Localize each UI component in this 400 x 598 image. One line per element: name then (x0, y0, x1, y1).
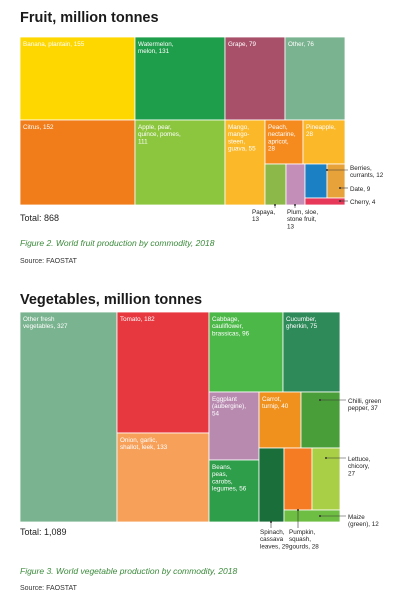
fruit-label-watermelon-melon: Watermelon, melon, 131 (138, 41, 174, 55)
fruit-tile-other (284, 36, 346, 121)
fruit-figure-caption: Figure 2. World fruit production by comm… (20, 238, 215, 248)
veg-figure-caption: Figure 3. World vegetable production by … (20, 566, 238, 576)
fruit-label-grape: Grape, 79 (228, 41, 257, 48)
fruit-tile-mango-mangosteen-guava (224, 119, 266, 206)
fruit-tile-grape (224, 36, 286, 121)
veg-label-cucumber-gherkin: Cucumber, gherkin, 75 (286, 316, 318, 330)
vegetable-treemap: Other fresh vegetables, 327 Tomato, 182 Oni… (19, 311, 382, 550)
veg-callout-chilli-green-pepper: Chilli, green pepper, 37 (348, 398, 382, 412)
veg-label-other-fresh-vegetables: Other fresh vegetables, 327 (23, 316, 68, 330)
fruit-callout-date: Date, 9 (350, 186, 371, 193)
veg-chart-title: Vegetables, million tonnes (20, 292, 203, 308)
fruit-tile-date (326, 163, 346, 199)
fruit-treemap: Banana, plantain, 155 Watermelon, melon, 1… (19, 36, 384, 230)
fruit-leader-dot-cherry (339, 200, 341, 202)
veg-tile-eggplant-aubergine (208, 391, 260, 461)
fruit-tile-pineapple (302, 119, 346, 165)
veg-tile-spinach-cassava-leaves (258, 447, 285, 523)
fruit-tile-berries-currants (304, 163, 328, 199)
veg-label-cabbage-cauliflower-brassicas: Cabbage, cauliflower, brassicas, 96 (212, 316, 250, 337)
veg-callout-spinach-cassava-leaves: Spinach, cassava leaves, 29 (260, 529, 289, 550)
fruit-tile-papaya (264, 163, 287, 206)
fruit-chart-title: Fruit, million tonnes (20, 10, 159, 26)
fruit-label-citrus: Citrus, 152 (23, 124, 54, 131)
veg-tile-other-fresh-vegetables (19, 311, 118, 523)
veg-tile-carrot-turnip (258, 391, 302, 449)
veg-total: Total: 1,089 (20, 527, 67, 537)
veg-callout-lettuce-chicory: Lettuce, chicory, 27 (348, 456, 371, 477)
fruit-leader-dot-date (339, 187, 341, 189)
veg-label-eggplant-aubergine: Eggplant (aubergine), 54 (212, 396, 246, 417)
veg-callout-maize-green: Maize (green), 12 (348, 514, 379, 528)
fruit-label-banana-plantain: Banana, plantain, 155 (23, 41, 85, 48)
fruit-label-other: Other, 76 (288, 41, 314, 48)
veg-leader-dot-maize-green (319, 515, 321, 517)
fruit-tile-peach-nectarine-apricot (264, 119, 304, 165)
veg-label-onion-garlic-shallot-leek: Onion, garlic, shallot, leek, 133 (120, 437, 168, 451)
veg-tile-cabbage-cauliflower-brassicas (208, 311, 284, 393)
veg-tile-pumpkin-squash-gourds (283, 447, 313, 511)
veg-callout-pumpkin-squash-gourds: Pumpkin, squash, gourds, 28 (289, 529, 319, 550)
veg-tile-cucumber-gherkin (282, 311, 341, 393)
veg-tile-onion-garlic-shallot-leek (116, 432, 210, 523)
fruit-callout-papaya: Papaya, 13 (252, 209, 275, 223)
fruit-source: Source: FAOSTAT (20, 258, 77, 265)
veg-label-beans-peas-carobs-legumes: Beans, peas, carobs, legumes, 56 (212, 464, 247, 493)
fruit-callout-berries-currants: Berries, currants, 12 (350, 165, 384, 179)
veg-tile-tomato (116, 311, 210, 434)
fruit-tile-plum-sloe-stone-fruit (285, 163, 306, 206)
fruit-leader-dot-berries-currants (326, 169, 328, 171)
fruit-label-mango-mangosteen-guava: Mango, mango-steen, guava, 55 (228, 124, 256, 153)
fruit-tile-banana-plantain (19, 36, 136, 121)
fruit-callout-plum-sloe-stone-fruit: Plum, sloe, stone fruit, 13 (287, 209, 318, 230)
fruit-leader-dot-plum-sloe-stone-fruit (294, 204, 296, 206)
veg-leader-dot-lettuce-chicory (325, 457, 327, 459)
fruit-tile-apple-pear-quince-pomes (134, 119, 226, 206)
veg-leader-dot-spinach-cassava-leaves (270, 521, 272, 523)
veg-leader-dot-chilli-green-pepper (319, 399, 321, 401)
veg-tile-beans-peas-carobs-legumes (208, 459, 260, 523)
fruit-label-pineapple: Pineapple, 28 (306, 124, 336, 138)
fruit-total: Total: 868 (20, 213, 60, 223)
fruit-label-peach-nectarine-apricot: Peach, nectarine, apricot, 28 (268, 124, 296, 153)
veg-label-carrot-turnip: Carrot, turnip, 40 (262, 396, 289, 410)
fruit-leader-dot-papaya (274, 204, 276, 206)
fruit-callout-cherry: Cherry, 4 (350, 199, 376, 206)
fruit-tile-citrus (19, 119, 136, 206)
fruit-label-apple-pear-quince-pomes: Apple, pear, quince, pomes, 111 (138, 124, 181, 145)
veg-label-tomato: Tomato, 182 (120, 316, 155, 323)
veg-source: Source: FAOSTAT (20, 585, 77, 592)
veg-leader-dot-pumpkin-squash-gourds (297, 509, 299, 511)
fruit-tile-cherry (304, 197, 346, 206)
